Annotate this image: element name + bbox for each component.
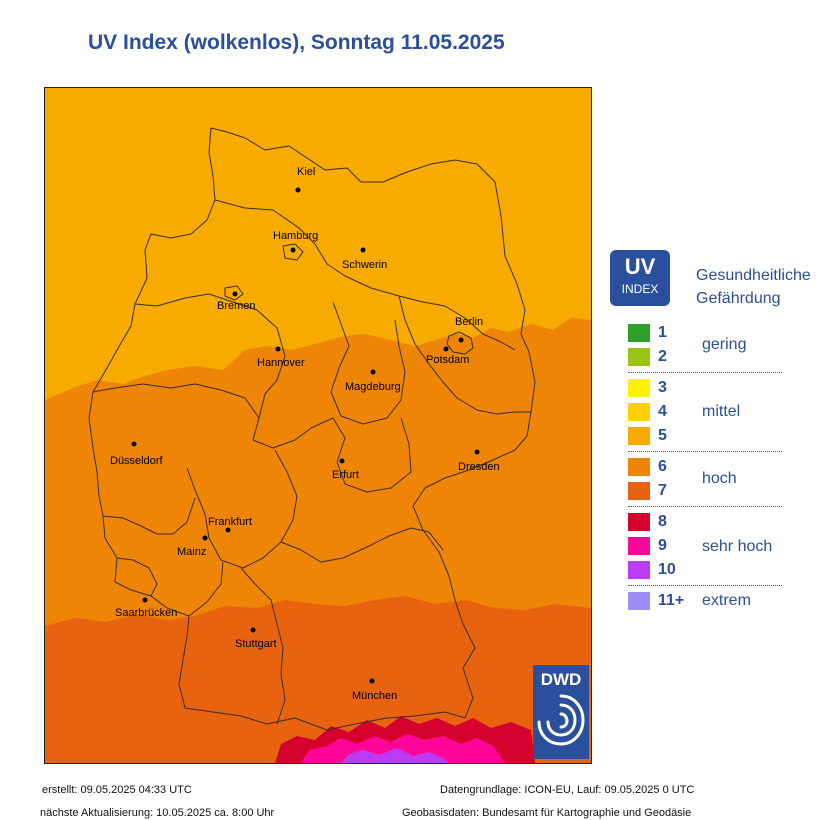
legend-heading-line2: Gefährdung	[696, 290, 781, 307]
state-border-nrw	[92, 383, 260, 419]
legend-category-sehr-hoch: sehr hoch	[702, 538, 773, 555]
legend-swatch	[628, 348, 650, 366]
uv-badge-text: UV	[624, 254, 656, 279]
legend-swatch	[628, 537, 650, 555]
legend-level-label: 7	[658, 482, 667, 499]
city-label-schwerin: Schwerin	[342, 259, 387, 271]
state-border-lower-saxony	[134, 293, 286, 441]
hamburg-outline	[282, 243, 304, 261]
uv-index-badge: UV INDEX	[610, 250, 670, 306]
city-label-frankfurt: Frankfurt	[208, 516, 252, 528]
legend-divider	[628, 585, 782, 586]
city-label-dresden: Dresden	[458, 461, 500, 473]
footer-created: erstellt: 09.05.2025 04:33 UTC	[42, 784, 192, 796]
bremen-outline	[224, 285, 244, 301]
state-border-saxony-anhalt	[330, 301, 406, 425]
legend-swatch	[628, 592, 650, 610]
city-label-saarbruecken: Saarbrücken	[115, 607, 177, 619]
city-label-mainz: Mainz	[177, 546, 206, 558]
legend-level-label: 8	[658, 513, 667, 530]
legend-level-label: 2	[658, 348, 667, 365]
legend-category-mittel: mittel	[702, 403, 741, 420]
legend-category-gering: gering	[702, 336, 747, 353]
legend-swatch	[628, 513, 650, 531]
state-border-hesse	[186, 449, 298, 569]
city-label-duesseldorf: Düsseldorf	[110, 455, 164, 467]
city-dot-hannover	[275, 346, 281, 352]
page-title: UV Index (wolkenlos), Sonntag 11.05.2025	[88, 31, 505, 54]
city-label-muenchen: München	[352, 690, 397, 702]
state-border-thuringia	[252, 417, 412, 493]
city-dot-schwerin	[360, 247, 366, 253]
legend-level-label: 9	[658, 537, 667, 554]
city-label-magdeburg: Magdeburg	[345, 381, 401, 393]
city-dot-kiel	[295, 187, 301, 193]
uv-badge-index-text: INDEX	[621, 282, 659, 296]
state-border-bavaria	[280, 527, 444, 563]
legend-heading-line1: Gesundheitliche	[696, 267, 811, 284]
city-dot-saarbruecken	[142, 597, 148, 603]
city-dot-erfurt	[339, 458, 345, 464]
city-dot-stuttgart	[250, 627, 256, 633]
city-dot-magdeburg	[370, 369, 376, 375]
city-label-berlin: Berlin	[455, 316, 483, 328]
legend-level-label: 11+	[658, 592, 685, 609]
city-label-erfurt: Erfurt	[332, 469, 359, 481]
legend-category-hoch: hoch	[702, 470, 737, 487]
legend-level-label: 4	[658, 403, 667, 420]
legend-category-extrem: extrem	[702, 592, 751, 609]
legend-divider	[628, 506, 782, 507]
zone-uv10	[341, 748, 449, 763]
legend-swatch	[628, 324, 650, 342]
legend-swatch	[628, 458, 650, 476]
city-label-hamburg: Hamburg	[273, 230, 318, 242]
legend-swatch	[628, 427, 650, 445]
legend-swatch	[628, 482, 650, 500]
state-border-north	[214, 199, 516, 351]
legend-swatch	[628, 379, 650, 397]
city-dot-frankfurt	[225, 527, 231, 533]
dwd-swirl-icon	[537, 694, 585, 746]
footer-next-update: nächste Aktualisierung: 10.05.2025 ca. 8…	[40, 807, 275, 819]
footer-geo-basis: Geobasisdaten: Bundesamt für Kartographi…	[402, 807, 692, 819]
zone-uv7	[45, 596, 591, 763]
city-dot-dresden	[474, 449, 480, 455]
city-dot-bremen	[232, 291, 238, 297]
legend-level-label: 10	[658, 561, 676, 578]
city-label-bremen: Bremen	[217, 300, 256, 312]
city-label-potsdam: Potsdam	[426, 354, 469, 366]
legend-heading: Gesundheitliche Gefährdung	[696, 264, 811, 310]
legend-divider	[628, 451, 782, 452]
legend-swatch	[628, 561, 650, 579]
city-label-hannover: Hannover	[257, 357, 305, 369]
legend-level-label: 1	[658, 324, 667, 341]
uv-legend: UV INDEX Gesundheitliche Gefährdung 1 2 …	[610, 250, 828, 620]
state-border-saarland	[116, 557, 158, 597]
dwd-logo: DWD	[533, 665, 589, 759]
uv-map: Kiel Hamburg Schwerin Bremen Berlin Pots…	[44, 87, 592, 764]
state-border-brandenburg	[398, 295, 531, 415]
legend-level-label: 5	[658, 427, 667, 444]
legend-level-label: 6	[658, 458, 667, 475]
germany-outline	[88, 127, 536, 731]
city-dot-hamburg	[290, 247, 296, 253]
city-dot-muenchen	[369, 678, 375, 684]
berlin-outline	[446, 331, 474, 355]
uv-map-canvas: Kiel Hamburg Schwerin Bremen Berlin Pots…	[45, 88, 591, 763]
city-dot-mainz	[202, 535, 208, 541]
city-dot-berlin	[458, 337, 464, 343]
dwd-logo-text: DWD	[541, 670, 582, 689]
legend-level-label: 3	[658, 379, 667, 396]
state-border-bw	[188, 561, 286, 725]
city-label-stuttgart: Stuttgart	[235, 638, 277, 650]
legend-swatch	[628, 403, 650, 421]
state-border-rlp	[102, 497, 196, 535]
city-label-kiel: Kiel	[297, 166, 315, 178]
footer-data-basis: Datengrundlage: ICON-EU, Lauf: 09.05.202…	[440, 784, 695, 796]
city-dot-duesseldorf	[131, 441, 137, 447]
city-dot-potsdam	[443, 346, 449, 352]
legend-divider	[628, 372, 782, 373]
